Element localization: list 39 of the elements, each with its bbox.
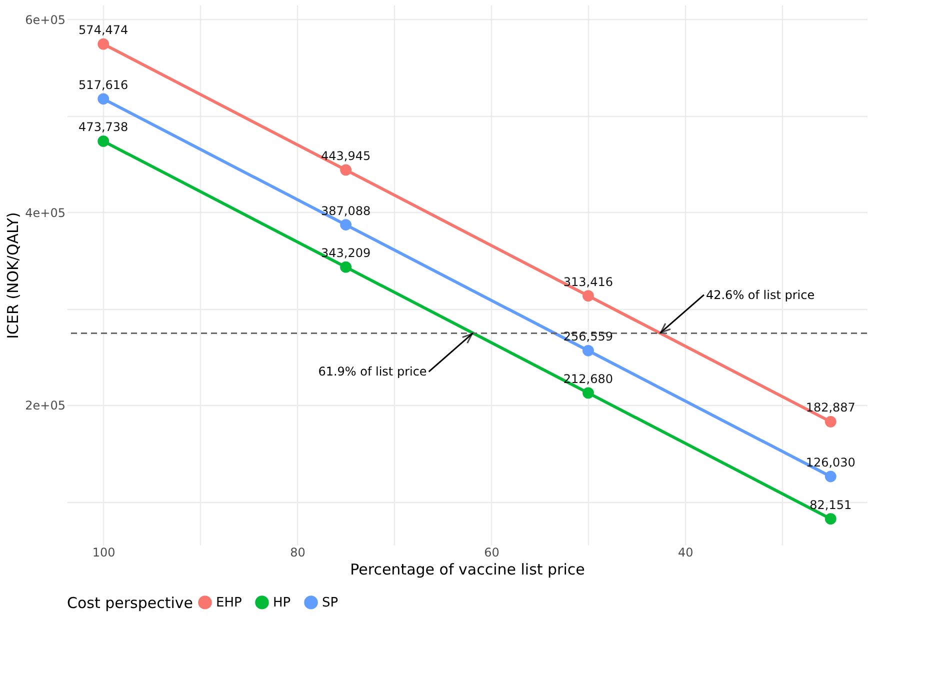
y-tick-label: 2e+05: [25, 398, 66, 413]
data-label: 82,151: [810, 498, 852, 512]
point: [824, 470, 836, 482]
legend-label: EHP: [216, 595, 242, 610]
data-label: 387,088: [320, 204, 371, 218]
y-axis-title: ICER (NOK/QALY): [4, 212, 22, 339]
data-label: 473,738: [78, 120, 128, 134]
legend-label: HP: [273, 595, 291, 610]
data-label: 256,559: [563, 330, 614, 344]
y-tick-label: 4e+05: [25, 206, 66, 220]
data-label: 182,887: [806, 400, 856, 415]
data-label: 313,416: [563, 274, 614, 289]
annotation: 42.6% of list price: [706, 288, 815, 302]
data-label: 212,680: [563, 372, 614, 386]
x-tick-label: 100: [92, 546, 116, 560]
point: [98, 93, 110, 105]
x-tick-label: 60: [484, 546, 500, 560]
legend-label: SP: [322, 595, 338, 610]
point: [582, 387, 594, 399]
point: [824, 416, 836, 428]
x-axis-title: Percentage of vaccine list price: [350, 560, 585, 578]
point: [340, 219, 352, 230]
point: [98, 38, 110, 50]
x-tick-label: 40: [678, 546, 694, 560]
y-tick-label: 6e+05: [25, 12, 66, 27]
point: [340, 164, 352, 176]
data-label: 343,209: [320, 246, 371, 260]
data-label: 517,616: [78, 78, 128, 92]
data-label: 574,474: [78, 23, 128, 38]
data-label: 126,030: [806, 456, 856, 470]
point: [340, 261, 352, 273]
point: [582, 344, 594, 356]
legend-title: Cost perspective: [67, 594, 193, 612]
point: [582, 290, 594, 302]
x-tick-label: 80: [290, 546, 306, 560]
point: [98, 136, 110, 147]
data-label: 443,945: [320, 148, 371, 163]
point: [824, 513, 836, 525]
annotation: 61.9% of list price: [318, 364, 427, 379]
